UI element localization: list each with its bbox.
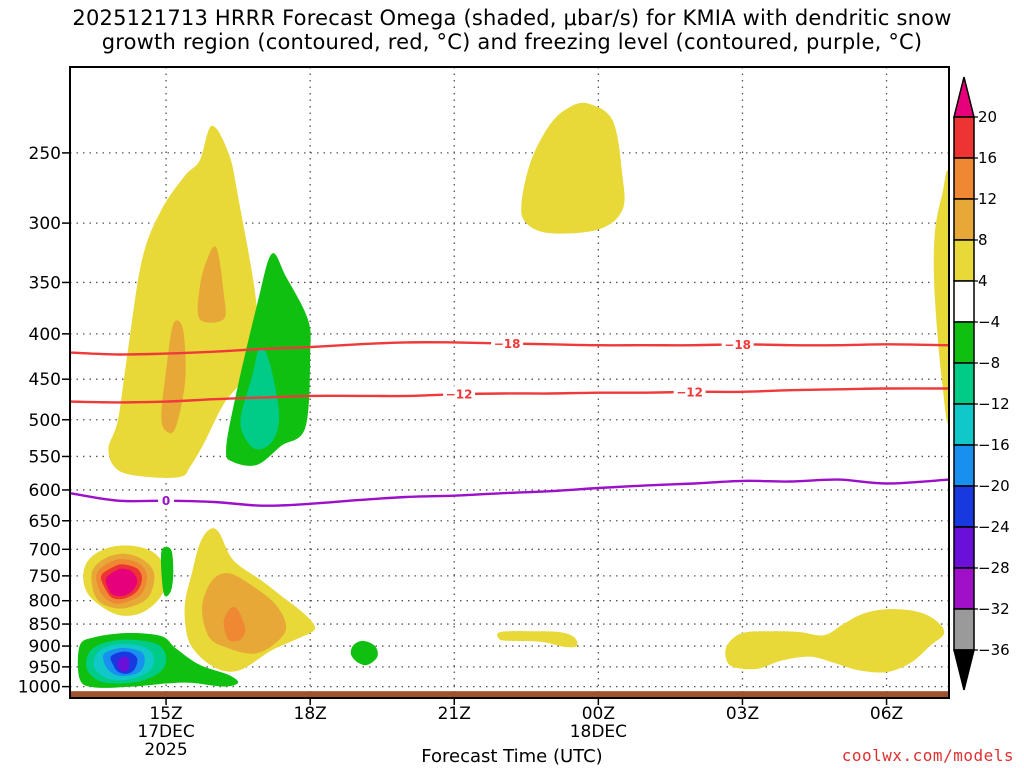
colorbar-label-3: 8	[978, 231, 988, 249]
colorbar-box-8	[953, 444, 975, 487]
y-tick-label-750: 750	[29, 567, 61, 587]
colorbar-box-5	[953, 321, 975, 364]
colorbar-box-10	[953, 526, 975, 569]
colorbar-box-7	[953, 403, 975, 446]
colorbar-box-9	[953, 485, 975, 528]
colorbar-label-8: −16	[978, 436, 1010, 454]
plot-frame	[69, 66, 950, 699]
freezing-level-label-bg-0	[158, 492, 175, 509]
omega-region-2	[161, 320, 186, 434]
omega-region-15	[223, 606, 246, 642]
colorbar-top-triangle	[953, 76, 975, 118]
omega-region-11	[105, 568, 138, 597]
chart-title: 2025121713 HRRR Forecast Omega (shaded, …	[0, 6, 1024, 54]
omega-region-0	[108, 125, 258, 478]
contours: −18 −18 −12 −12 0	[70, 335, 949, 509]
colorbar-label-6: −8	[978, 354, 1000, 372]
y-tick-label-450: 450	[29, 370, 61, 390]
y-tick-label-850: 850	[29, 615, 61, 635]
x-tick-label-27-0: 03Z	[726, 704, 759, 724]
chart-title-line-2: growth region (contoured, red, °C) and f…	[101, 30, 923, 54]
colorbar-label-11: −28	[978, 559, 1010, 577]
colorbar-label-12: −32	[978, 600, 1010, 618]
colorbar-box-11	[953, 567, 975, 610]
x-tick-label-24-1: 18DEC	[570, 722, 627, 742]
omega-region-6	[933, 170, 949, 423]
x-tick-label-21-0: 21Z	[438, 704, 471, 724]
x-tick-label-15-1: 17DEC	[137, 722, 194, 742]
y-tick-label-350: 350	[29, 273, 61, 293]
omega-region-12	[160, 546, 174, 597]
y-tick-label-700: 700	[29, 540, 61, 560]
colorbar-bottom-triangle	[953, 649, 975, 691]
colorbar-label-5: −4	[978, 313, 1000, 331]
colorbar-label-2: 12	[978, 190, 997, 208]
x-tick-label-18-0: 18Z	[294, 704, 327, 724]
colorbar-label-4: 4	[978, 272, 988, 290]
omega-region-24	[725, 609, 945, 673]
dgz-minus12-label-bg-1	[673, 383, 706, 400]
dgz-minus18-label-bg-0	[491, 335, 524, 352]
dgz-minus12-label-0: −12	[446, 388, 473, 402]
x-tick-label-15-0: 15Z	[149, 704, 182, 724]
colorbar-box-6	[953, 362, 975, 405]
dgz-minus18-label-bg-1	[721, 336, 754, 353]
colorbar-label-13: −36	[978, 641, 1010, 659]
colorbar-label-7: −12	[978, 395, 1010, 413]
chart-title-line-1: 2025121713 HRRR Forecast Omega (shaded, …	[72, 6, 952, 30]
y-tick-label-400: 400	[29, 325, 61, 345]
y-tick-label-1000: 1000	[18, 678, 61, 698]
colorbar-box-4	[953, 280, 975, 323]
omega-region-1	[197, 246, 226, 323]
dgz-minus12-line	[70, 387, 949, 404]
x-tick-label-24-0: 00Z	[582, 704, 615, 724]
y-tick-label-300: 300	[29, 214, 61, 234]
omega-shading	[77, 102, 949, 688]
surface-ground	[71, 691, 948, 698]
freezing-level-line	[70, 478, 949, 507]
omega-region-23	[497, 631, 578, 648]
dgz-minus12-label-1: −12	[676, 385, 703, 399]
y-tick-label-650: 650	[29, 512, 61, 532]
colorbar-box-1	[953, 157, 975, 200]
dgz-minus18-label-0: −18	[494, 337, 521, 351]
omega-region-14	[202, 573, 287, 654]
x-axis-label: Forecast Time (UTC)	[421, 746, 603, 767]
freezing-level-label-0: 0	[162, 494, 170, 508]
colorbar-label-1: 16	[978, 149, 997, 167]
x-tick-label-30-0: 06Z	[870, 704, 903, 724]
colorbar-box-2	[953, 198, 975, 241]
omega-region-21	[117, 656, 130, 672]
y-tick-label-800: 800	[29, 592, 61, 612]
colorbar-box-3	[953, 239, 975, 282]
y-tick-label-900: 900	[29, 637, 61, 657]
colorbar: 20 16 12 8 4 −4 −8 −12 −16 −20 −24 −28 −32 −36	[953, 76, 1010, 691]
dgz-minus18-label-1: −18	[724, 338, 751, 352]
y-axis: 2503003504004505005506006507007508008509…	[18, 144, 70, 698]
y-tick-label-950: 950	[29, 658, 61, 678]
site-credit[interactable]: coolwx.com/models	[841, 746, 1014, 765]
x-tick-label-15-2: 2025	[144, 740, 187, 760]
colorbar-box-12	[953, 608, 975, 651]
colorbar-label-9: −20	[978, 477, 1010, 495]
y-tick-label-500: 500	[29, 411, 61, 431]
colorbar-label-10: −24	[978, 518, 1010, 536]
omega-region-22	[350, 640, 378, 666]
y-tick-label-600: 600	[29, 481, 61, 501]
y-tick-label-250: 250	[29, 144, 61, 164]
y-tick-label-550: 550	[29, 447, 61, 467]
colorbar-box-0	[953, 116, 975, 159]
omega-region-5	[521, 102, 625, 234]
dgz-minus12-label-bg-0	[443, 386, 476, 403]
colorbar-label-0: 20	[978, 108, 997, 126]
